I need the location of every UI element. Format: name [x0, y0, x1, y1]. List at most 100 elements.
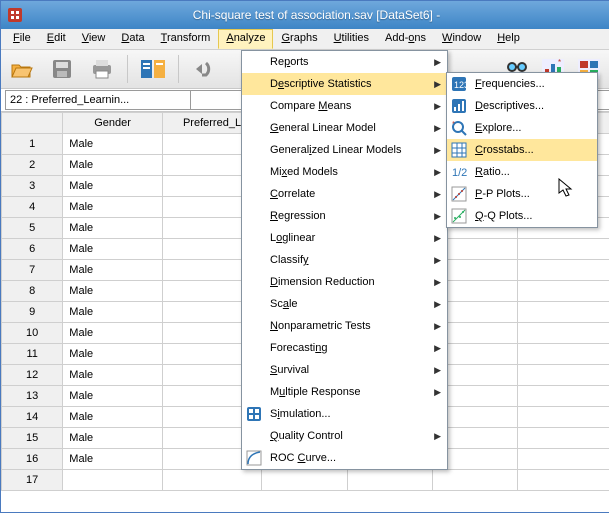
row-header[interactable]: 14 — [2, 407, 63, 428]
data-cell[interactable] — [162, 470, 261, 491]
menu-item-correlate[interactable]: Correlate — [242, 183, 447, 205]
data-cell-empty[interactable] — [518, 239, 609, 260]
menu-item-multiple-response[interactable]: Multiple Response — [242, 381, 447, 403]
row-header[interactable]: 6 — [2, 239, 63, 260]
menu-view[interactable]: View — [74, 29, 114, 49]
submenu-item-explore[interactable]: *Explore... — [447, 117, 597, 139]
menu-item-general-linear-model[interactable]: General Linear Model — [242, 117, 447, 139]
data-cell[interactable]: Male — [63, 155, 162, 176]
column-header[interactable]: Gender — [63, 113, 162, 134]
row-header[interactable]: 10 — [2, 323, 63, 344]
submenu-item-crosstabs[interactable]: Crosstabs... — [447, 139, 597, 161]
menu-help[interactable]: Help — [489, 29, 528, 49]
data-cell[interactable]: Male — [63, 197, 162, 218]
recall-dialog-icon[interactable] — [138, 54, 168, 84]
data-cell[interactable]: Male — [63, 428, 162, 449]
data-cell[interactable]: Male — [63, 260, 162, 281]
data-cell[interactable] — [63, 470, 162, 491]
menu-item-forecasting[interactable]: Forecasting — [242, 337, 447, 359]
menu-item-regression[interactable]: Regression — [242, 205, 447, 227]
data-cell-empty[interactable] — [518, 281, 609, 302]
submenu-item-q-q-plots[interactable]: Q-Q Plots... — [447, 205, 597, 227]
row-header[interactable]: 15 — [2, 428, 63, 449]
row-header[interactable]: 2 — [2, 155, 63, 176]
menu-graphs[interactable]: Graphs — [273, 29, 325, 49]
menu-item-mixed-models[interactable]: Mixed Models — [242, 161, 447, 183]
menu-window[interactable]: Window — [434, 29, 489, 49]
menu-item-roc-curve[interactable]: ROC Curve... — [242, 447, 447, 469]
data-cell[interactable]: Male — [63, 449, 162, 470]
menu-utilities[interactable]: Utilities — [326, 29, 377, 49]
row-header[interactable]: 4 — [2, 197, 63, 218]
data-cell[interactable]: Male — [63, 218, 162, 239]
cell-address-box[interactable]: 22 : Preferred_Learnin... — [5, 90, 191, 110]
roc-icon — [246, 450, 262, 466]
print-icon[interactable] — [87, 54, 117, 84]
data-cell[interactable]: Male — [63, 365, 162, 386]
row-header[interactable]: 17 — [2, 470, 63, 491]
menu-edit[interactable]: Edit — [39, 29, 74, 49]
data-cell-empty[interactable] — [518, 428, 609, 449]
undo-icon[interactable] — [189, 54, 219, 84]
data-cell[interactable]: Male — [63, 323, 162, 344]
menu-analyze[interactable]: Analyze — [218, 29, 273, 49]
row-header[interactable]: 7 — [2, 260, 63, 281]
row-header[interactable]: 16 — [2, 449, 63, 470]
menu-transform[interactable]: Transform — [153, 29, 219, 49]
data-cell-empty[interactable] — [433, 470, 518, 491]
data-cell-empty[interactable] — [347, 470, 432, 491]
data-cell[interactable]: Male — [63, 386, 162, 407]
data-cell[interactable]: Male — [63, 344, 162, 365]
menu-item-scale[interactable]: Scale — [242, 293, 447, 315]
menu-item-quality-control[interactable]: Quality Control — [242, 425, 447, 447]
row-header[interactable]: 5 — [2, 218, 63, 239]
menu-item-survival[interactable]: Survival — [242, 359, 447, 381]
menu-item-compare-means[interactable]: Compare Means — [242, 95, 447, 117]
menu-item-nonparametric-tests[interactable]: Nonparametric Tests — [242, 315, 447, 337]
corner-header[interactable] — [2, 113, 63, 134]
row-header[interactable]: 13 — [2, 386, 63, 407]
data-cell[interactable]: Male — [63, 281, 162, 302]
menubar[interactable]: FileEditViewDataTransformAnalyzeGraphsUt… — [1, 29, 609, 50]
menu-item-descriptive-statistics[interactable]: Descriptive Statistics — [242, 73, 447, 95]
data-cell-empty[interactable] — [518, 449, 609, 470]
data-cell-empty[interactable] — [518, 260, 609, 281]
open-icon[interactable] — [7, 54, 37, 84]
submenu-item-descriptives[interactable]: Descriptives... — [447, 95, 597, 117]
data-cell[interactable]: Male — [63, 407, 162, 428]
svg-text:123: 123 — [454, 80, 467, 90]
submenu-item-p-p-plots[interactable]: P-P Plots... — [447, 183, 597, 205]
data-cell[interactable]: Male — [63, 239, 162, 260]
descriptive-statistics-submenu[interactable]: 123Frequencies...Descriptives...*Explore… — [446, 72, 598, 228]
menu-item-loglinear[interactable]: Loglinear — [242, 227, 447, 249]
row-header[interactable]: 11 — [2, 344, 63, 365]
data-cell-empty[interactable] — [518, 470, 609, 491]
submenu-item-ratio[interactable]: 1/2Ratio... — [447, 161, 597, 183]
data-cell-empty[interactable] — [518, 407, 609, 428]
data-cell-empty[interactable] — [518, 365, 609, 386]
menu-item-generalized-linear-models[interactable]: Generalized Linear Models — [242, 139, 447, 161]
data-cell-empty[interactable] — [262, 470, 347, 491]
submenu-item-frequencies[interactable]: 123Frequencies... — [447, 73, 597, 95]
row-header[interactable]: 8 — [2, 281, 63, 302]
row-header[interactable]: 9 — [2, 302, 63, 323]
data-cell[interactable]: Male — [63, 176, 162, 197]
menu-add-ons[interactable]: Add-ons — [377, 29, 434, 49]
menu-item-simulation[interactable]: Simulation... — [242, 403, 447, 425]
data-cell[interactable]: Male — [63, 302, 162, 323]
data-cell[interactable]: Male — [63, 134, 162, 155]
analyze-menu[interactable]: ReportsDescriptive StatisticsCompare Mea… — [241, 50, 448, 470]
save-icon[interactable] — [47, 54, 77, 84]
menu-item-reports[interactable]: Reports — [242, 51, 447, 73]
menu-item-classify[interactable]: Classify — [242, 249, 447, 271]
data-cell-empty[interactable] — [518, 386, 609, 407]
menu-item-dimension-reduction[interactable]: Dimension Reduction — [242, 271, 447, 293]
menu-file[interactable]: File — [5, 29, 39, 49]
row-header[interactable]: 12 — [2, 365, 63, 386]
data-cell-empty[interactable] — [518, 323, 609, 344]
row-header[interactable]: 1 — [2, 134, 63, 155]
data-cell-empty[interactable] — [518, 302, 609, 323]
data-cell-empty[interactable] — [518, 344, 609, 365]
row-header[interactable]: 3 — [2, 176, 63, 197]
menu-data[interactable]: Data — [113, 29, 152, 49]
